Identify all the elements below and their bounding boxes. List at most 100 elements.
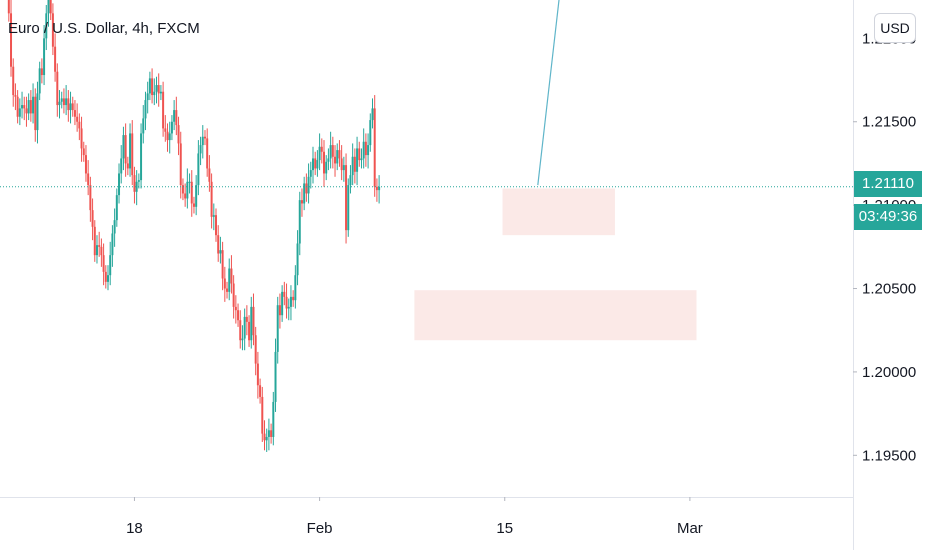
candle-body [32, 96, 35, 114]
candle-body [82, 148, 85, 156]
candle-body [274, 351, 277, 402]
candle-body [87, 173, 90, 186]
candle-body [142, 118, 145, 134]
candle-body [118, 173, 121, 196]
candle-body [362, 141, 365, 159]
candle-body [272, 401, 275, 437]
candle-body [256, 363, 259, 386]
candle-body [307, 176, 310, 194]
candle-body [351, 156, 354, 176]
candle-body [78, 121, 81, 129]
candle-body [54, 46, 57, 72]
candle-body [210, 181, 213, 217]
candle-body [107, 275, 110, 282]
candle-body [278, 305, 281, 316]
candle-body [62, 98, 65, 106]
candle-body [303, 183, 306, 204]
candle-body [80, 128, 83, 149]
candle-body [375, 186, 378, 191]
candle-body [201, 136, 204, 146]
candle-body [369, 120, 372, 146]
candle-body [197, 153, 200, 186]
currency-button[interactable]: USD [874, 13, 916, 43]
bar-countdown-badge: 03:49:36 [854, 204, 922, 230]
candle-body [245, 316, 248, 322]
y-tick-label-3: 1.20000 [862, 364, 916, 381]
candle-body [104, 271, 107, 282]
candle-body [49, 0, 52, 14]
candle-body [305, 183, 308, 194]
zone-rect-0 [502, 188, 615, 236]
x-tick-label-1: Feb [307, 520, 333, 537]
candle-body [228, 268, 231, 292]
candle-body [192, 203, 195, 207]
candle-body [329, 145, 332, 159]
candle-body [126, 163, 129, 169]
candle-body [27, 100, 30, 114]
candle-body [58, 101, 61, 106]
candle-body [342, 165, 345, 171]
candle-body [14, 95, 17, 97]
candle-body [371, 108, 374, 121]
candle-body [336, 150, 339, 164]
y-tick-label-4: 1.19500 [862, 447, 916, 464]
candle-body [289, 296, 292, 307]
candle-body [325, 161, 328, 174]
candle-body [45, 13, 48, 39]
candle-body [67, 98, 70, 111]
candle-body [148, 78, 151, 94]
candle-body [146, 93, 149, 101]
candle-body [378, 186, 381, 191]
candle-body [340, 158, 343, 171]
x-tick-label-2: 15 [496, 520, 513, 537]
candle-body [133, 175, 136, 192]
candle-body [254, 335, 257, 364]
candle-body [314, 158, 317, 169]
candle-body [267, 430, 270, 437]
candle-body [137, 180, 140, 182]
candle-body [320, 146, 323, 152]
candle-body [47, 0, 50, 14]
candle-body [76, 116, 79, 122]
candle-body [131, 133, 134, 176]
candle-body [199, 145, 202, 154]
current-price-badge: 1.21110 [854, 171, 922, 197]
candle-body [283, 291, 286, 297]
candle-body [188, 181, 191, 183]
candle-body [184, 193, 187, 199]
candle-body [84, 155, 87, 174]
candle-body [327, 158, 330, 162]
candle-body [217, 235, 220, 254]
candle-body [40, 68, 43, 76]
candle-body [111, 233, 114, 256]
candle-body [318, 146, 321, 161]
candle-body [360, 158, 363, 161]
candle-body [190, 181, 193, 204]
candle-body [309, 170, 312, 177]
candle-body [241, 338, 244, 341]
candle-body [29, 100, 32, 114]
candle-body [248, 321, 251, 341]
candle-body [263, 433, 266, 441]
candle-body [120, 158, 123, 174]
candle-body [367, 145, 370, 156]
candle-body [102, 255, 105, 272]
candle-body [353, 156, 356, 172]
candle-body [252, 306, 255, 336]
candle-body [234, 306, 237, 311]
candle-body [179, 143, 182, 186]
candle-body [259, 385, 262, 397]
candle-body [347, 185, 350, 231]
candle-body [12, 66, 15, 96]
candle-body [294, 275, 297, 301]
candle-body [298, 200, 301, 244]
candle-body [157, 85, 160, 94]
candle-body [60, 98, 63, 102]
candle-body [56, 71, 59, 106]
candle-body [226, 288, 229, 292]
candle-body [296, 243, 299, 276]
zone-rect-1 [414, 290, 697, 341]
symbol-title: Euro / U.S. Dollar, 4h, FXCM [8, 20, 200, 37]
candle-body [243, 316, 246, 339]
